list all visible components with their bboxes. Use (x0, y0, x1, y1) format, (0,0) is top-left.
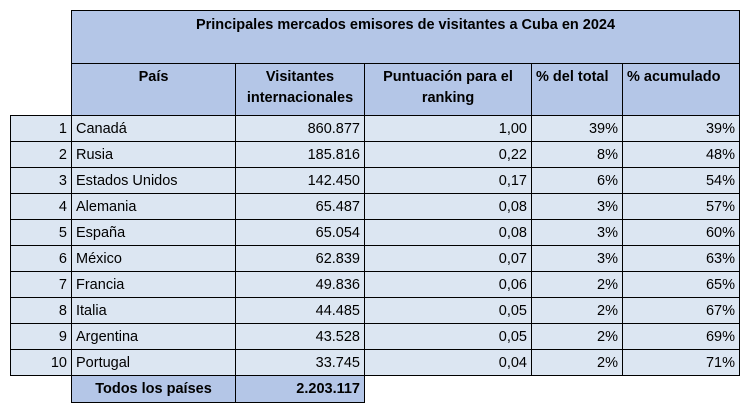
table-row: 5 España 65.054 0,08 3% 60% (10, 219, 740, 246)
table-row: 1 Canadá 860.877 1,00 39% 39% (10, 115, 740, 142)
visitors-table: Principales mercados emisores de visitan… (10, 10, 740, 403)
pct-cell: 3% (531, 245, 623, 272)
corner-blank (11, 11, 72, 64)
country-cell: Estados Unidos (71, 167, 236, 194)
total-value: 2.203.117 (235, 375, 365, 403)
header-score: Puntuación para el ranking (364, 63, 532, 116)
table-row: 6 México 62.839 0,07 3% 63% (10, 245, 740, 272)
table-row: 3 Estados Unidos 142.450 0,17 6% 54% (10, 167, 740, 194)
table-row: 2 Rusia 185.816 0,22 8% 48% (10, 141, 740, 168)
country-cell: Argentina (71, 323, 236, 350)
visitors-cell: 49.836 (235, 271, 365, 298)
cum-cell: 69% (622, 323, 740, 350)
table-row: 7 Francia 49.836 0,06 2% 65% (10, 271, 740, 298)
header-country: País (71, 63, 236, 116)
pct-cell: 3% (531, 219, 623, 246)
score-cell: 0,05 (364, 323, 532, 350)
visitors-cell: 65.054 (235, 219, 365, 246)
cum-cell: 65% (622, 271, 740, 298)
cum-cell: 48% (622, 141, 740, 168)
score-cell: 1,00 (364, 115, 532, 142)
rank-cell: 6 (10, 245, 72, 272)
score-cell: 0,08 (364, 219, 532, 246)
header-pct-total: % del total (531, 63, 623, 116)
footer-blank (365, 376, 532, 403)
country-cell: Alemania (71, 193, 236, 220)
cum-cell: 57% (622, 193, 740, 220)
visitors-cell: 65.487 (235, 193, 365, 220)
visitors-cell: 62.839 (235, 245, 365, 272)
table-row: 8 Italia 44.485 0,05 2% 67% (10, 297, 740, 324)
visitors-cell: 33.745 (235, 349, 365, 376)
country-cell: Italia (71, 297, 236, 324)
rank-cell: 10 (10, 349, 72, 376)
pct-cell: 6% (531, 167, 623, 194)
rank-cell: 9 (10, 323, 72, 350)
score-cell: 0,17 (364, 167, 532, 194)
pct-cell: 2% (531, 297, 623, 324)
score-cell: 0,04 (364, 349, 532, 376)
cum-cell: 54% (622, 167, 740, 194)
country-cell: España (71, 219, 236, 246)
total-label: Todos los países (71, 375, 236, 403)
country-cell: Rusia (71, 141, 236, 168)
pct-cell: 8% (531, 141, 623, 168)
rank-cell: 7 (10, 271, 72, 298)
country-cell: Portugal (71, 349, 236, 376)
cum-cell: 63% (622, 245, 740, 272)
table-row: 4 Alemania 65.487 0,08 3% 57% (10, 193, 740, 220)
score-cell: 0,05 (364, 297, 532, 324)
visitors-cell: 43.528 (235, 323, 365, 350)
visitors-cell: 185.816 (235, 141, 365, 168)
cum-cell: 60% (622, 219, 740, 246)
score-cell: 0,22 (364, 141, 532, 168)
score-cell: 0,07 (364, 245, 532, 272)
cum-cell: 39% (622, 115, 740, 142)
visitors-cell: 44.485 (235, 297, 365, 324)
country-cell: México (71, 245, 236, 272)
rank-cell: 1 (10, 115, 72, 142)
score-cell: 0,06 (364, 271, 532, 298)
score-cell: 0,08 (364, 193, 532, 220)
header-visitors: Visitantes internacionales (235, 63, 365, 116)
rank-cell: 5 (10, 219, 72, 246)
pct-cell: 39% (531, 115, 623, 142)
cum-cell: 67% (622, 297, 740, 324)
pct-cell: 2% (531, 349, 623, 376)
pct-cell: 3% (531, 193, 623, 220)
rank-cell: 4 (10, 193, 72, 220)
table-row: 10 Portugal 33.745 0,04 2% 71% (10, 349, 740, 376)
cum-cell: 71% (622, 349, 740, 376)
rank-cell: 3 (10, 167, 72, 194)
country-cell: Francia (71, 271, 236, 298)
visitors-cell: 860.877 (235, 115, 365, 142)
pct-cell: 2% (531, 323, 623, 350)
rank-header-blank (11, 64, 72, 116)
visitors-cell: 142.450 (235, 167, 365, 194)
total-row: Todos los países 2.203.117 (11, 375, 740, 403)
footer-blank (623, 376, 740, 403)
header-pct-cumulative: % acumulado (622, 63, 740, 116)
footer-blank (532, 376, 623, 403)
country-cell: Canadá (71, 115, 236, 142)
footer-blank (11, 376, 72, 403)
table-row: 9 Argentina 43.528 0,05 2% 69% (10, 323, 740, 350)
rank-cell: 2 (10, 141, 72, 168)
rank-cell: 8 (10, 297, 72, 324)
pct-cell: 2% (531, 271, 623, 298)
table-title: Principales mercados emisores de visitan… (71, 10, 740, 64)
